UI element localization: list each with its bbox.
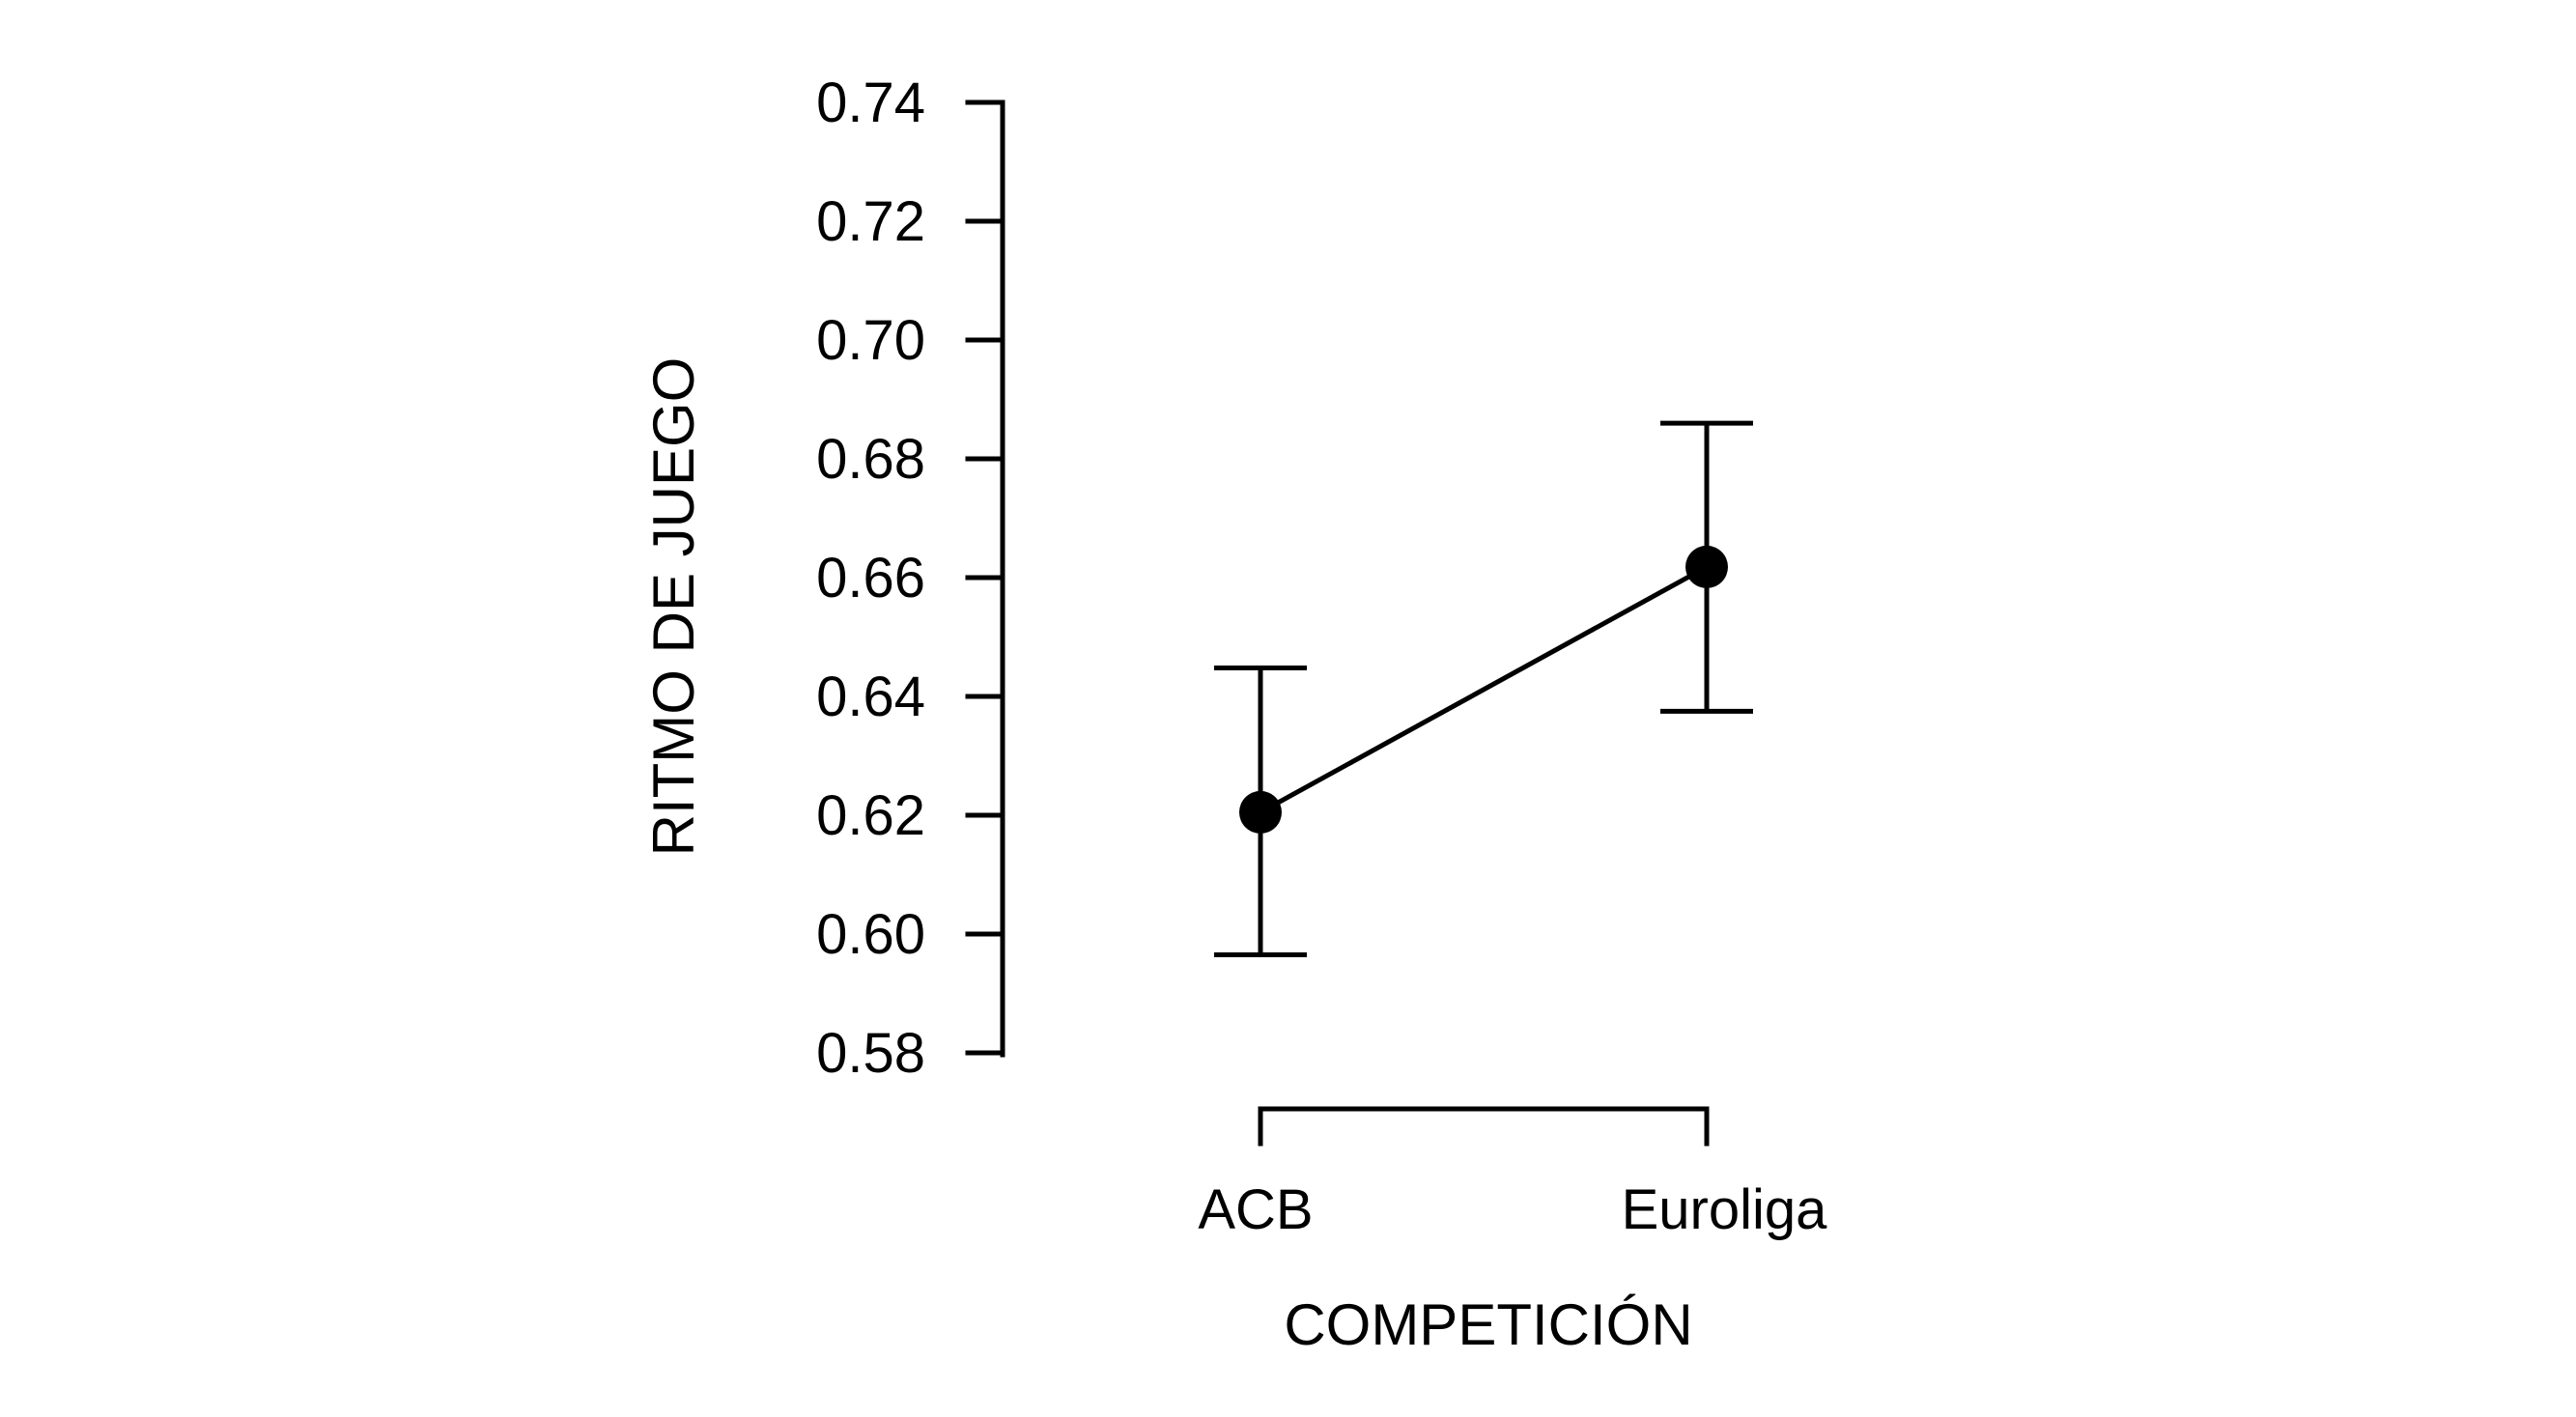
x-tick-label: ACB xyxy=(1198,1178,1313,1241)
data-point xyxy=(1239,790,1282,834)
x-axis: ACB Euroliga xyxy=(1198,1106,1827,1241)
y-tick-label: 0.68 xyxy=(816,428,925,491)
y-tick-label: 0.58 xyxy=(816,1022,925,1085)
y-axis-ticks: 0.58 0.60 0.62 0.64 0.66 0.68 0.70 0.72 0.74 xyxy=(816,71,1005,1085)
x-axis-line xyxy=(1258,1106,1710,1147)
y-axis-title: RITMO DE JUEGO xyxy=(641,357,706,857)
y-tick-label: 0.66 xyxy=(816,547,925,609)
y-tick-label: 0.70 xyxy=(816,309,925,372)
x-tick-label: Euroliga xyxy=(1622,1178,1828,1241)
y-tick-label: 0.64 xyxy=(816,666,925,728)
y-tick-label: 0.60 xyxy=(816,903,925,966)
x-axis-tick-labels: ACB Euroliga xyxy=(1198,1178,1827,1241)
plot-area xyxy=(1214,420,1753,958)
series-line xyxy=(1259,564,1709,815)
y-tick-label: 0.62 xyxy=(816,784,925,847)
y-axis: 0.58 0.60 0.62 0.64 0.66 0.68 0.70 0.72 0.74 xyxy=(816,71,1005,1085)
y-tick-label: 0.72 xyxy=(816,190,925,253)
y-tick-label: 0.74 xyxy=(816,71,925,134)
data-point xyxy=(1685,545,1728,588)
x-axis-title: COMPETICIÓN xyxy=(1284,1292,1692,1357)
